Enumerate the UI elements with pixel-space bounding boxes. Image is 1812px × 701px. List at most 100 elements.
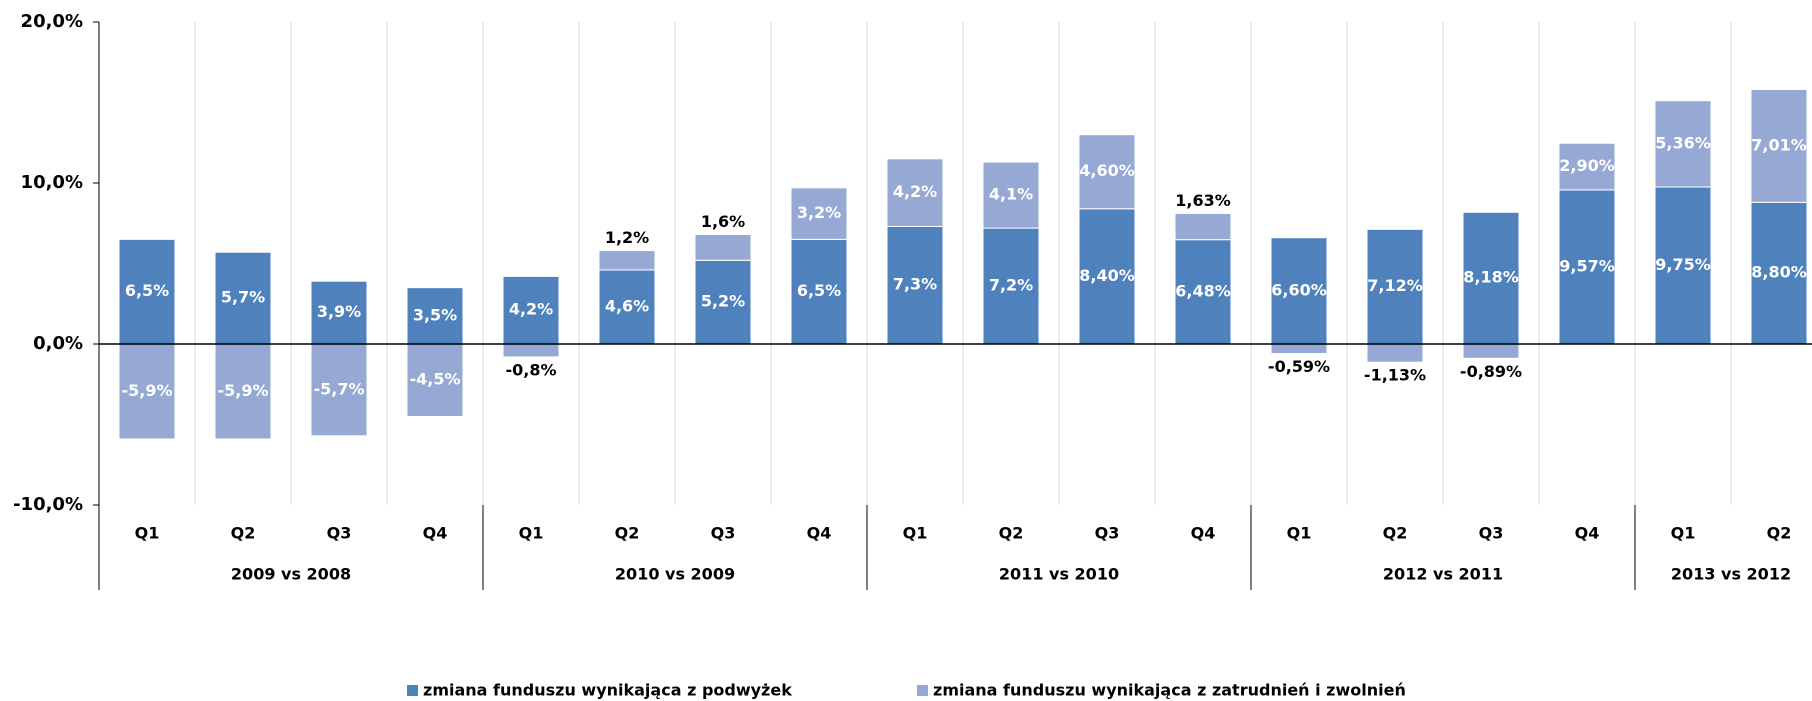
bar: [1654, 186, 1712, 345]
legend-swatch: [407, 685, 418, 696]
group-label: 2012 vs 2011: [1383, 565, 1503, 584]
legend-label: zmiana funduszu wynikająca z zatrudnień …: [933, 681, 1406, 700]
group-label: 2011 vs 2010: [999, 565, 1119, 584]
x-tick-label: Q3: [1479, 524, 1504, 543]
bar: [1750, 201, 1808, 345]
data-label: 7,12%: [1367, 276, 1423, 295]
data-label: 7,01%: [1751, 135, 1807, 154]
bar: [1078, 134, 1136, 210]
bar: [1366, 228, 1424, 345]
x-tick-label: Q2: [999, 524, 1024, 543]
bar: [982, 161, 1040, 229]
y-tick-label: -10,0%: [13, 494, 83, 515]
bar: [790, 187, 848, 240]
x-tick-label: Q1: [903, 524, 928, 543]
x-tick-label: Q4: [1191, 524, 1216, 543]
data-label: 3,2%: [797, 203, 841, 222]
legend-swatch: [917, 685, 928, 696]
data-label: -0,89%: [1460, 362, 1522, 381]
bar: [310, 280, 368, 345]
bar: [1366, 343, 1424, 363]
data-label: 3,9%: [317, 302, 361, 321]
data-label: -0,59%: [1268, 357, 1330, 376]
y-tick-label: 10,0%: [21, 172, 83, 193]
data-label: 4,2%: [509, 300, 553, 319]
bar: [1270, 237, 1328, 345]
bar: [406, 343, 464, 417]
data-label: 4,2%: [893, 182, 937, 201]
bar: [1078, 208, 1136, 345]
bar: [598, 269, 656, 345]
x-tick-label: Q2: [1767, 524, 1792, 543]
bar: [1462, 343, 1520, 359]
data-label: -0,8%: [505, 360, 556, 379]
data-label: 7,2%: [989, 276, 1033, 295]
bar: [886, 225, 944, 345]
x-tick-label: Q4: [423, 524, 448, 543]
y-tick-label: 20,0%: [21, 11, 83, 32]
bar: [310, 343, 368, 437]
x-tick-label: Q2: [231, 524, 256, 543]
bar: [1750, 88, 1808, 203]
data-label: 6,5%: [797, 281, 841, 300]
data-label: 5,2%: [701, 292, 745, 311]
data-label: 6,60%: [1271, 280, 1327, 299]
x-tick-label: Q1: [1287, 524, 1312, 543]
x-tick-label: Q2: [615, 524, 640, 543]
data-label: 8,18%: [1463, 268, 1519, 287]
bar: [1558, 189, 1616, 345]
bar: [1462, 211, 1520, 345]
x-tick-label: Q3: [1095, 524, 1120, 543]
data-label: 8,80%: [1751, 263, 1807, 282]
data-label: 4,60%: [1079, 161, 1135, 180]
data-label: -1,13%: [1364, 366, 1426, 385]
bar: [502, 343, 560, 358]
data-label: -5,9%: [217, 381, 268, 400]
data-label: -5,7%: [313, 379, 364, 398]
bar: [1174, 239, 1232, 345]
x-tick-label: Q2: [1383, 524, 1408, 543]
x-tick-label: Q3: [327, 524, 352, 543]
data-label: 9,75%: [1655, 255, 1711, 274]
x-tick-label: Q4: [1575, 524, 1600, 543]
data-label: 6,5%: [125, 281, 169, 300]
bar: [1174, 212, 1232, 241]
bar: [118, 343, 176, 440]
data-label: 4,1%: [989, 185, 1033, 204]
data-label: -4,5%: [409, 370, 460, 389]
bar: [1558, 142, 1616, 191]
x-tick-label: Q1: [1671, 524, 1696, 543]
bar: [886, 158, 944, 227]
bar: [598, 250, 656, 271]
data-label: 9,57%: [1559, 256, 1615, 275]
group-label: 2013 vs 2012: [1671, 565, 1791, 584]
group-label: 2009 vs 2008: [231, 565, 351, 584]
x-tick-label: Q4: [807, 524, 832, 543]
bar: [694, 259, 752, 345]
data-label: 1,6%: [701, 212, 745, 231]
legend-label: zmiana funduszu wynikająca z podwyżek: [423, 681, 792, 700]
y-tick-label: 0,0%: [33, 333, 83, 354]
data-label: -5,9%: [121, 381, 172, 400]
group-label: 2010 vs 2009: [615, 565, 735, 584]
bar: [502, 275, 560, 345]
data-label: 2,90%: [1559, 156, 1615, 175]
bar: [694, 234, 752, 261]
bar: [982, 227, 1040, 345]
data-label: 5,36%: [1655, 133, 1711, 152]
data-label: 1,63%: [1175, 191, 1231, 210]
bar: [1654, 100, 1712, 188]
data-label: 7,3%: [893, 275, 937, 294]
x-tick-label: Q3: [711, 524, 736, 543]
data-label: 4,6%: [605, 296, 649, 315]
data-label: 5,7%: [221, 288, 265, 307]
data-label: 6,48%: [1175, 281, 1231, 300]
bar: [214, 343, 272, 440]
x-tick-label: Q1: [519, 524, 544, 543]
x-tick-label: Q1: [135, 524, 160, 543]
bar: [1270, 343, 1328, 354]
data-label: 8,40%: [1079, 266, 1135, 285]
bar: [406, 287, 464, 345]
data-label: 3,5%: [413, 305, 457, 324]
